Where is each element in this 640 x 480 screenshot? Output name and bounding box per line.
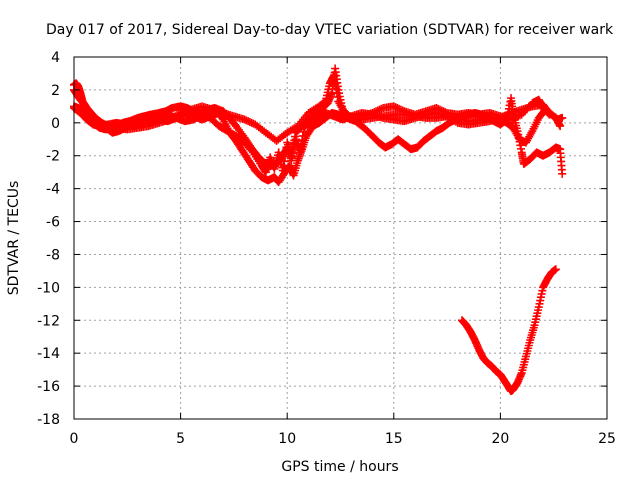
data-point xyxy=(242,116,251,125)
data-point xyxy=(244,117,253,126)
data-point xyxy=(240,115,249,124)
y-tick-label: 4 xyxy=(51,50,60,66)
data-point xyxy=(377,104,386,113)
plot-frame xyxy=(73,56,608,420)
data-point xyxy=(556,122,565,131)
data-point xyxy=(391,103,400,112)
y-tick-label: 0 xyxy=(51,116,60,132)
data-point xyxy=(393,104,402,113)
data-point xyxy=(432,104,441,113)
x-tick-label: 25 xyxy=(598,431,616,447)
data-point xyxy=(439,107,448,116)
data-point xyxy=(174,110,183,119)
data-point xyxy=(398,106,407,115)
series-group xyxy=(458,265,560,396)
data-layer xyxy=(70,64,567,396)
data-point xyxy=(389,102,398,111)
y-tick-label: -8 xyxy=(46,247,60,263)
data-point xyxy=(372,107,381,116)
y-tick-label: 2 xyxy=(51,83,60,99)
data-point xyxy=(545,110,554,119)
y-tick-label: -10 xyxy=(37,280,60,296)
x-tick-label: 20 xyxy=(491,431,509,447)
data-point xyxy=(396,105,405,114)
data-point xyxy=(558,169,567,178)
x-tick-label: 15 xyxy=(385,431,403,447)
chart-title: Day 017 of 2017, Sidereal Day-to-day VTE… xyxy=(46,22,614,38)
data-point xyxy=(375,105,384,114)
data-point xyxy=(245,117,254,126)
data-point xyxy=(510,113,519,122)
data-point xyxy=(434,104,443,113)
x-tick-label: 5 xyxy=(176,431,185,447)
data-point xyxy=(441,108,450,117)
y-tick-label: -14 xyxy=(37,346,60,362)
x-axis-label: GPS time / hours xyxy=(281,459,398,475)
data-point xyxy=(512,113,521,122)
data-point xyxy=(507,115,516,124)
data-point xyxy=(370,108,379,117)
x-tick-label: 0 xyxy=(70,431,79,447)
y-tick-label: -16 xyxy=(37,379,60,395)
y-tick-label: -4 xyxy=(46,182,60,198)
data-point xyxy=(544,109,553,118)
data-point xyxy=(373,106,382,115)
y-tick-label: -2 xyxy=(46,149,60,165)
y-tick-label: -6 xyxy=(46,215,60,231)
data-point xyxy=(437,106,446,115)
data-point xyxy=(395,104,404,113)
x-tick-label: 10 xyxy=(278,431,296,447)
data-point xyxy=(368,108,377,117)
data-point xyxy=(247,118,256,127)
y-axis-label: SDTVAR / TECUs xyxy=(6,181,22,296)
y-tick-label: -18 xyxy=(37,412,60,428)
data-point xyxy=(508,114,517,123)
data-point xyxy=(551,265,560,274)
y-tick-label: -12 xyxy=(37,313,60,329)
data-point xyxy=(435,105,444,114)
data-point xyxy=(320,98,329,107)
data-point xyxy=(514,112,523,121)
data-point xyxy=(451,117,460,126)
